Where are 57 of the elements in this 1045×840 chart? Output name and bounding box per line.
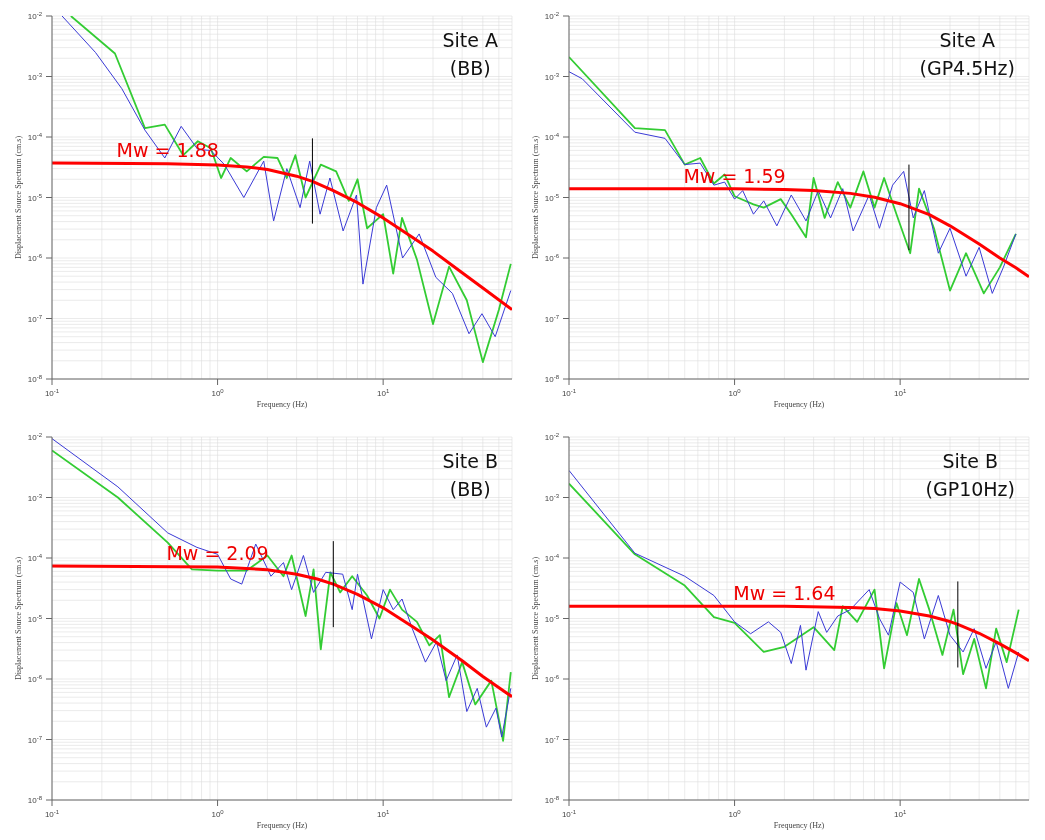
x-tick-label: 10$^{-1}$ <box>561 388 577 398</box>
y-tick-label: 10$^{-2}$ <box>27 11 43 21</box>
y-tick-label: 10$^{-7}$ <box>544 313 560 324</box>
annotation: (GP10Hz) <box>925 477 1015 502</box>
y-tick-label: 10$^{-4}$ <box>27 132 43 142</box>
x-tick-label: 10$^{-1}$ <box>44 388 60 398</box>
y-tick-label: 10$^{-8}$ <box>27 795 43 805</box>
y-axis-title: Displacement Source Spectrum (cm.s) <box>530 135 540 260</box>
x-tick-label: 10$^{1}$ <box>377 809 390 819</box>
x-tick-label: 10$^{1}$ <box>894 809 907 819</box>
y-tick-label: 10$^{-2}$ <box>544 432 560 442</box>
annotation: (BB) <box>448 56 492 81</box>
y-tick-label: 10$^{-8}$ <box>544 374 560 384</box>
annotation: (GP4.5Hz) <box>919 56 1015 81</box>
x-tick-label: 10$^{-1}$ <box>44 809 60 819</box>
y-tick-label: 10$^{-5}$ <box>544 613 560 624</box>
y-tick-label: 10$^{-8}$ <box>27 374 43 384</box>
y-tick-label: 10$^{-4}$ <box>544 132 560 142</box>
x-tick-label: 10$^{-1}$ <box>561 809 577 819</box>
y-tick-label: 10$^{-2}$ <box>27 432 43 442</box>
annotation: Site B <box>442 449 498 474</box>
x-tick-label: 10$^{0}$ <box>211 809 225 819</box>
y-tick-label: 10$^{-4}$ <box>544 553 560 563</box>
x-tick-label: 10$^{1}$ <box>377 388 390 398</box>
y-tick-label: 10$^{-6}$ <box>27 253 43 263</box>
x-tick-label: 10$^{0}$ <box>211 388 225 398</box>
y-tick-label: 10$^{-8}$ <box>544 795 560 805</box>
y-tick-label: 10$^{-5}$ <box>27 613 43 624</box>
y-tick-label: 10$^{-7}$ <box>544 734 560 745</box>
annotation: Site A <box>442 28 498 53</box>
y-tick-label: 10$^{-3}$ <box>27 71 43 82</box>
x-axis-title: Frequency (Hz) <box>256 821 308 830</box>
x-axis-title: Frequency (Hz) <box>773 400 825 409</box>
y-axis-title: Displacement Source Spectrum (cm.s) <box>13 556 23 681</box>
y-tick-label: 10$^{-7}$ <box>27 313 43 324</box>
x-axis-title: Frequency (Hz) <box>773 821 825 830</box>
y-tick-label: 10$^{-2}$ <box>544 11 560 21</box>
y-tick-label: 10$^{-6}$ <box>544 674 560 684</box>
y-tick-label: 10$^{-3}$ <box>544 492 560 503</box>
y-axis-title: Displacement Source Spectrum (cm.s) <box>530 556 540 681</box>
annotation: Site A <box>938 28 996 53</box>
y-tick-label: 10$^{-3}$ <box>27 492 43 503</box>
annotation: Site B <box>941 449 1000 474</box>
y-tick-label: 10$^{-5}$ <box>27 192 43 203</box>
y-tick-label: 10$^{-4}$ <box>27 553 43 563</box>
annotation: Mw = 1.64 <box>733 582 836 605</box>
y-axis-title: Displacement Source Spectrum (cm.s) <box>13 135 23 260</box>
x-tick-label: 10$^{0}$ <box>728 809 742 819</box>
y-tick-label: 10$^{-6}$ <box>544 253 560 263</box>
annotation: (BB) <box>448 477 492 502</box>
y-tick-label: 10$^{-6}$ <box>27 674 43 684</box>
x-axis-title: Frequency (Hz) <box>256 400 308 409</box>
x-tick-label: 10$^{1}$ <box>894 388 907 398</box>
y-tick-label: 10$^{-5}$ <box>544 192 560 203</box>
x-tick-label: 10$^{0}$ <box>728 388 742 398</box>
y-tick-label: 10$^{-7}$ <box>27 734 43 745</box>
y-tick-label: 10$^{-3}$ <box>544 71 560 82</box>
